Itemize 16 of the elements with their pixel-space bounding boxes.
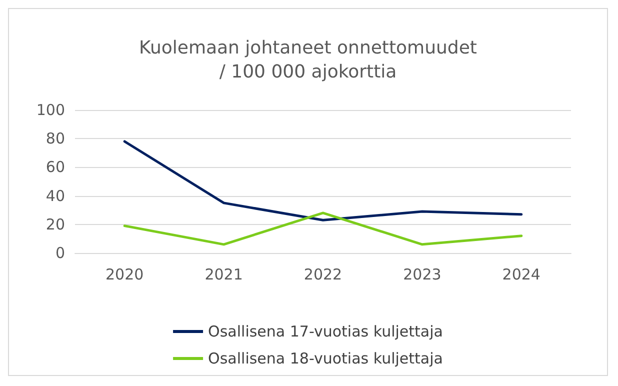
y-tick-label: 60 <box>46 158 65 176</box>
y-tick-label: 40 <box>46 186 65 205</box>
x-tick-label: 2023 <box>403 266 442 284</box>
x-tick-label: 2022 <box>304 266 342 284</box>
x-tick-label: 2021 <box>204 266 243 284</box>
y-tick-label: 100 <box>36 101 65 119</box>
legend-label: Osallisena 18-vuotias kuljettaja <box>208 350 443 368</box>
legend-label: Osallisena 17-vuotias kuljettaja <box>208 322 443 340</box>
y-tick-label: 0 <box>55 244 65 262</box>
line-series <box>123 212 523 246</box>
x-tick-label: 2024 <box>502 266 540 284</box>
line-series <box>123 140 523 222</box>
y-tick-label: 20 <box>46 215 65 234</box>
chart-title: Kuolemaan johtaneet onnettomuudet / 100 000 ajokorttia <box>139 38 477 82</box>
x-tick-label: 2020 <box>106 266 144 284</box>
y-tick-label: 80 <box>46 130 65 148</box>
